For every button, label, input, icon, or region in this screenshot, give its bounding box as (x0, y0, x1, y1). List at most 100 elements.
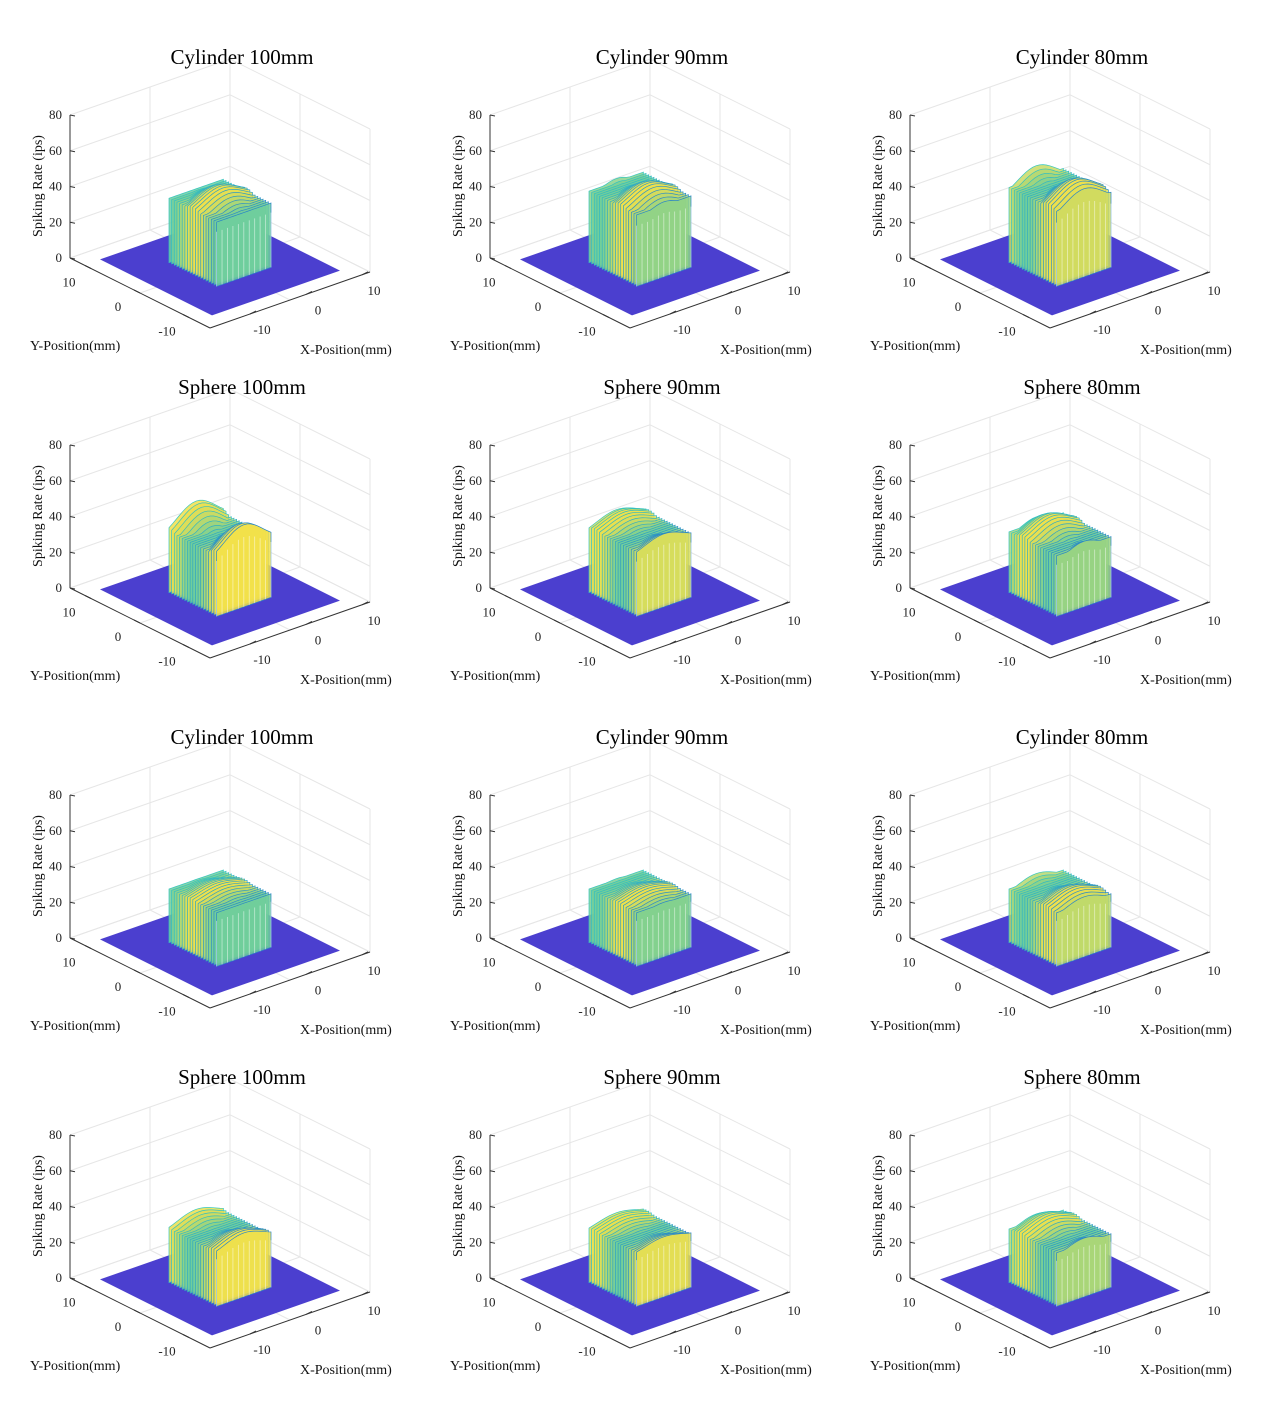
x-tick-mark (781, 951, 789, 956)
z-tick-mark (489, 444, 496, 447)
x-axis-label: X-Position(mm) (720, 343, 812, 358)
z-tick-mark (489, 587, 496, 590)
z-tick-label: 80 (889, 437, 902, 452)
y-tick-mark (553, 289, 561, 294)
y-tick-label: 10 (63, 275, 76, 290)
x-axis-label: X-Position(mm) (720, 673, 812, 688)
gridline (69, 774, 371, 846)
surface (940, 1209, 1180, 1336)
z-tick-label: 60 (49, 143, 62, 158)
panel-title: Cylinder 100mm (171, 45, 314, 69)
z-axis-label: Spiking Rate (ips) (451, 135, 466, 237)
gridline (909, 738, 1211, 810)
x-tick-label: -10 (673, 652, 690, 667)
gridline (489, 94, 791, 166)
x-tick-label: 10 (368, 963, 381, 978)
z-tick-label: 40 (469, 1199, 482, 1214)
z-tick-label: 40 (889, 179, 902, 194)
z-tick-label: 40 (469, 859, 482, 874)
surface (520, 507, 760, 646)
x-axis-line (1049, 601, 1211, 659)
panel-title: Cylinder 80mm (1016, 725, 1148, 749)
gridline (909, 809, 1211, 881)
y-tick-mark (924, 945, 932, 949)
x-axis-label: X-Position(mm) (1140, 673, 1232, 688)
x-tick-mark (1089, 640, 1097, 645)
surface (940, 512, 1180, 646)
gridline (489, 1078, 791, 1150)
x-tick-mark (781, 271, 789, 276)
z-tick-mark (909, 186, 916, 188)
gridline (909, 1114, 1211, 1186)
z-tick-label: 60 (889, 143, 902, 158)
y-tick-label: -10 (578, 1344, 595, 1359)
x-tick-label: 10 (1208, 283, 1221, 298)
x-tick-label: -10 (1093, 1002, 1110, 1017)
y-tick-mark (182, 314, 190, 318)
y-tick-mark (504, 1285, 512, 1289)
z-tick-label: 40 (889, 509, 902, 524)
x-tick-mark (669, 1330, 677, 1335)
y-tick-label: -10 (998, 654, 1015, 669)
x-axis-line (629, 271, 791, 329)
z-tick-mark (69, 1170, 76, 1173)
axes (489, 444, 791, 659)
z-tick-label: 60 (49, 473, 62, 488)
axes (909, 114, 1211, 329)
z-tick-label: 60 (889, 473, 902, 488)
x-axis-line (209, 601, 371, 659)
y-tick-mark (1022, 994, 1030, 998)
z-tick-mark (69, 257, 76, 260)
z-axis-label: Spiking Rate (ips) (31, 815, 46, 917)
z-tick-mark (69, 444, 76, 447)
x-tick-label: 0 (735, 302, 742, 317)
x-axis-label: X-Position(mm) (300, 1023, 392, 1038)
x-axis-label: X-Position(mm) (1140, 343, 1232, 358)
y-axis-label: Y-Position(mm) (870, 339, 961, 354)
z-tick-mark (489, 1241, 496, 1244)
panel-title: Cylinder 100mm (171, 725, 314, 749)
z-tick-label: 80 (49, 1127, 62, 1142)
gridline (489, 809, 791, 881)
z-tick-label: 80 (469, 437, 482, 452)
x-tick-label: 10 (1208, 613, 1221, 628)
x-axis-line (209, 1291, 371, 1349)
x-tick-label: -10 (1093, 652, 1110, 667)
z-tick-label: 20 (49, 1234, 62, 1249)
y-axis-label: Y-Position(mm) (30, 1019, 121, 1034)
z-tick-label: 0 (896, 250, 903, 265)
surface (520, 1208, 760, 1336)
x-tick-label: -10 (1093, 1342, 1110, 1357)
y-axis-label: Y-Position(mm) (30, 339, 121, 354)
x-axis-line (1049, 1291, 1211, 1349)
x-tick-mark (249, 310, 257, 315)
x-tick-label: 10 (788, 963, 801, 978)
y-tick-mark (602, 644, 610, 648)
z-tick-mark (909, 480, 916, 483)
y-tick-mark (553, 619, 561, 624)
gridline (909, 58, 1211, 130)
x-axis-line (209, 271, 371, 329)
x-tick-mark (1201, 601, 1209, 606)
z-tick-mark (909, 150, 916, 153)
z-tick-mark (489, 186, 496, 188)
z-axis-label: Spiking Rate (ips) (451, 465, 466, 567)
z-tick-mark (69, 551, 76, 554)
z-tick-mark (69, 114, 76, 117)
z-tick-label: 40 (889, 1199, 902, 1214)
y-tick-mark (602, 1334, 610, 1338)
z-tick-mark (909, 516, 916, 518)
z-tick-label: 0 (56, 930, 63, 945)
gridline (489, 1114, 791, 1186)
z-tick-label: 20 (469, 1234, 482, 1249)
axes (909, 444, 1211, 659)
x-tick-mark (249, 640, 257, 645)
y-tick-label: -10 (158, 1344, 175, 1359)
y-tick-mark (924, 595, 932, 599)
y-tick-label: 10 (483, 605, 496, 620)
z-tick-mark (69, 480, 76, 483)
z-tick-mark (69, 1277, 76, 1280)
